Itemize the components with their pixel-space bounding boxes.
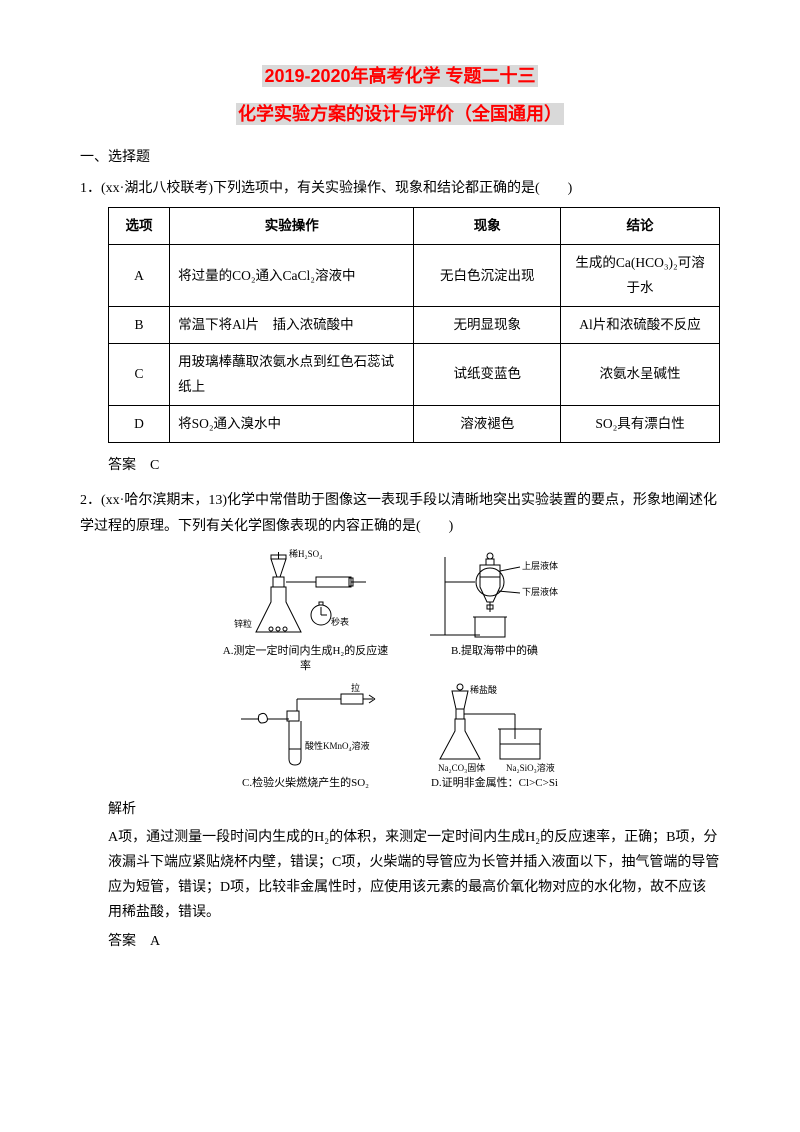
cell-con: Al片和浓硫酸不反应 bbox=[561, 307, 720, 344]
fig-a-caption: A.测定一定时间内生成H₂的反应速率 bbox=[220, 644, 391, 674]
q2-stem: 2．(xx·哈尔滨期末，13)化学中常借助于图像这一表现手段以清晰地突出实验装置… bbox=[80, 488, 720, 538]
label-reagent-d: 稀盐酸 bbox=[470, 684, 497, 695]
table-row: A 将过量的CO₂通入CaCl₂溶液中 无白色沉淀出现 生成的Ca(HCO₃)₂… bbox=[109, 245, 720, 307]
title-line-1: 2019-2020年高考化学 专题二十三 bbox=[80, 60, 720, 92]
answer-value: C bbox=[150, 458, 159, 473]
q2-figure-area: 稀H₂SO₄ 锌粒 秒表 A.测定一定时间内生成H₂的反应速率 bbox=[220, 547, 580, 792]
apparatus-c-icon: 拉 酸性KMnO₄溶液 bbox=[231, 679, 381, 774]
th-ph: 现象 bbox=[414, 208, 561, 245]
question-2: 2．(xx·哈尔滨期末，13)化学中常借助于图像这一表现手段以清晰地突出实验装置… bbox=[80, 488, 720, 954]
q2-answer-line: 答案 A bbox=[108, 929, 720, 954]
fig-c: 拉 酸性KMnO₄溶液 C.检验火柴燃烧产生的SO₂ bbox=[220, 679, 391, 791]
fig-c-caption: C.检验火柴燃烧产生的SO₂ bbox=[220, 776, 391, 791]
cell-op: 常温下将Al片 插入浓硫酸中 bbox=[170, 307, 414, 344]
q2-explain-body: A项，通过测量一段时间内生成的H₂的体积，来测定一定时间内生成H₂的反应速率，正… bbox=[80, 825, 720, 926]
cell-op: 将过量的CO₂通入CaCl₂溶液中 bbox=[170, 245, 414, 307]
label-upper-b: 上层液体 bbox=[522, 560, 558, 571]
title-2: 化学实验方案的设计与评价（全国通用） bbox=[236, 103, 564, 125]
table-row: C 用玻璃棒蘸取浓氨水点到红色石蕊试纸上 试纸变蓝色 浓氨水呈碱性 bbox=[109, 344, 720, 406]
answer-value: A bbox=[150, 934, 160, 949]
th-con: 结论 bbox=[561, 208, 720, 245]
question-1: 1．(xx·湖北八校联考)下列选项中，有关实验操作、现象和结论都正确的是( ) … bbox=[80, 176, 720, 478]
table-row: B 常温下将Al片 插入浓硫酸中 无明显现象 Al片和浓硫酸不反应 bbox=[109, 307, 720, 344]
label-sol-c: 酸性KMnO₄溶液 bbox=[305, 740, 370, 751]
cell-ph: 无明显现象 bbox=[414, 307, 561, 344]
cell-op: 用玻璃棒蘸取浓氨水点到红色石蕊试纸上 bbox=[170, 344, 414, 406]
fig-b-caption: B.提取海带中的碘 bbox=[409, 644, 580, 659]
label-pull-c: 拉 bbox=[351, 682, 360, 693]
apparatus-b-icon: 上层液体 下层液体 bbox=[420, 547, 570, 642]
apparatus-d-icon: 稀盐酸 Na₂CO₃固体 Na₂SiO₃溶液 bbox=[420, 679, 570, 774]
answer-label: 答案 bbox=[108, 458, 136, 473]
th-opt: 选项 bbox=[109, 208, 170, 245]
cell-ph: 溶液褪色 bbox=[414, 405, 561, 442]
table-row: D 将SO₂通入溴水中 溶液褪色 SO₂具有漂白性 bbox=[109, 405, 720, 442]
cell-con: 浓氨水呈碱性 bbox=[561, 344, 720, 406]
label-solid-a: 锌粒 bbox=[234, 618, 252, 629]
label-left-d: Na₂CO₃固体 bbox=[438, 762, 485, 773]
q1-stem: 1．(xx·湖北八校联考)下列选项中，有关实验操作、现象和结论都正确的是( ) bbox=[80, 176, 720, 201]
q1-answer-line: 答案 C bbox=[108, 453, 720, 478]
label-meter-a: 秒表 bbox=[331, 616, 349, 627]
title-line-2: 化学实验方案的设计与评价（全国通用） bbox=[80, 98, 720, 130]
q2-explain-label: 解析 bbox=[108, 797, 720, 822]
cell-con: 生成的Ca(HCO₃)₂可溶于水 bbox=[561, 245, 720, 307]
title-1: 2019-2020年高考化学 专题二十三 bbox=[262, 65, 537, 87]
cell-opt: A bbox=[109, 245, 170, 307]
label-right-d: Na₂SiO₃溶液 bbox=[506, 762, 555, 773]
label-reagent-a: 稀H₂SO₄ bbox=[289, 548, 322, 559]
label-lower-b: 下层液体 bbox=[522, 586, 558, 597]
fig-b: 上层液体 下层液体 B.提取海带中的碘 bbox=[409, 547, 580, 674]
cell-op: 将SO₂通入溴水中 bbox=[170, 405, 414, 442]
fig-d: 稀盐酸 Na₂CO₃固体 Na₂SiO₃溶液 D.证明非金属性：Cl>C>Si bbox=[409, 679, 580, 791]
table-row: 选项 实验操作 现象 结论 bbox=[109, 208, 720, 245]
apparatus-a-icon: 稀H₂SO₄ 锌粒 秒表 bbox=[231, 547, 381, 642]
fig-a: 稀H₂SO₄ 锌粒 秒表 A.测定一定时间内生成H₂的反应速率 bbox=[220, 547, 391, 674]
fig-d-caption: D.证明非金属性：Cl>C>Si bbox=[409, 776, 580, 791]
th-op: 实验操作 bbox=[170, 208, 414, 245]
cell-ph: 无白色沉淀出现 bbox=[414, 245, 561, 307]
q1-table: 选项 实验操作 现象 结论 A 将过量的CO₂通入CaCl₂溶液中 无白色沉淀出… bbox=[108, 207, 720, 443]
cell-ph: 试纸变蓝色 bbox=[414, 344, 561, 406]
cell-opt: C bbox=[109, 344, 170, 406]
cell-opt: D bbox=[109, 405, 170, 442]
answer-label: 答案 bbox=[108, 934, 136, 949]
cell-opt: B bbox=[109, 307, 170, 344]
section-heading: 一、选择题 bbox=[80, 145, 720, 170]
cell-con: SO₂具有漂白性 bbox=[561, 405, 720, 442]
